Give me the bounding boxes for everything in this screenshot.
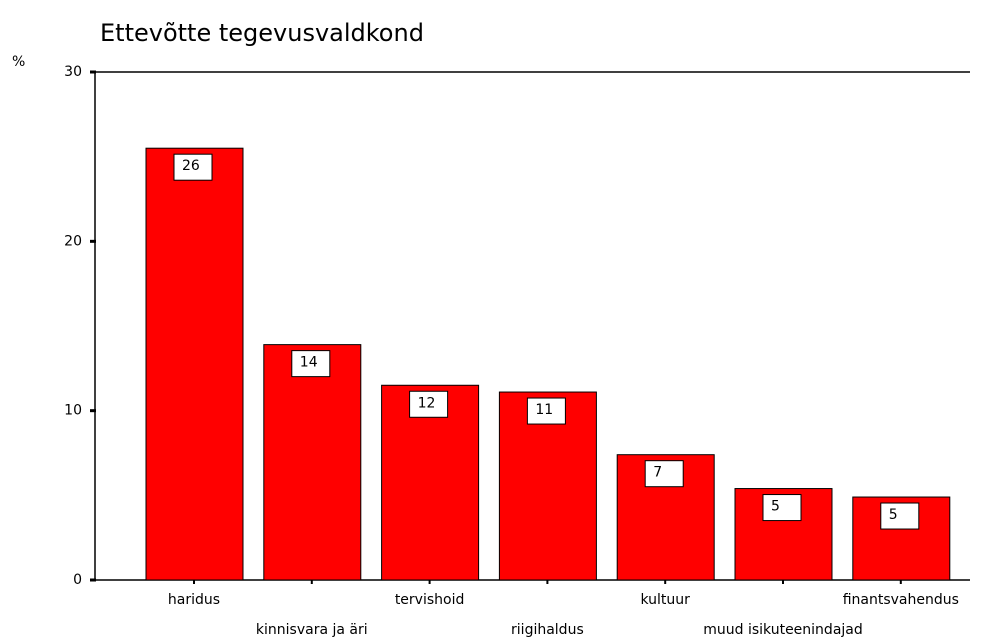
- value-label: 5: [889, 507, 898, 523]
- value-label-box: [880, 502, 920, 530]
- value-label-box: [173, 153, 213, 181]
- bar: [263, 344, 362, 581]
- value-label-box: [762, 494, 802, 522]
- value-label: 26: [182, 158, 200, 174]
- y-tick-label: 0: [73, 572, 82, 588]
- x-tick-label: tervishoid: [395, 592, 465, 608]
- value-label: 11: [535, 402, 553, 418]
- x-tick-label: riigihaldus: [511, 622, 584, 638]
- bar: [145, 147, 244, 581]
- value-label-box: [644, 460, 684, 488]
- x-tick-label: kultuur: [640, 592, 690, 608]
- value-label: 14: [300, 355, 318, 371]
- y-tick-label: 20: [64, 233, 82, 249]
- value-label-box: [526, 397, 566, 425]
- x-tick-label: muud isikuteenindajad: [703, 622, 863, 638]
- chart-title: Ettevõtte tegevusvaldkond: [100, 19, 424, 47]
- x-tick-label: finantsvahendus: [843, 592, 959, 608]
- y-tick-label: 10: [64, 403, 82, 419]
- value-label: 12: [418, 395, 436, 411]
- bar: [381, 384, 480, 581]
- value-label: 5: [771, 499, 780, 515]
- value-label: 7: [653, 465, 662, 481]
- x-tick-label: kinnisvara ja äri: [256, 622, 368, 638]
- y-tick-label: 30: [64, 64, 82, 80]
- value-label-box: [291, 350, 331, 378]
- x-tick-label: haridus: [168, 592, 220, 608]
- y-axis-label: %: [12, 54, 25, 70]
- value-label-box: [409, 390, 449, 418]
